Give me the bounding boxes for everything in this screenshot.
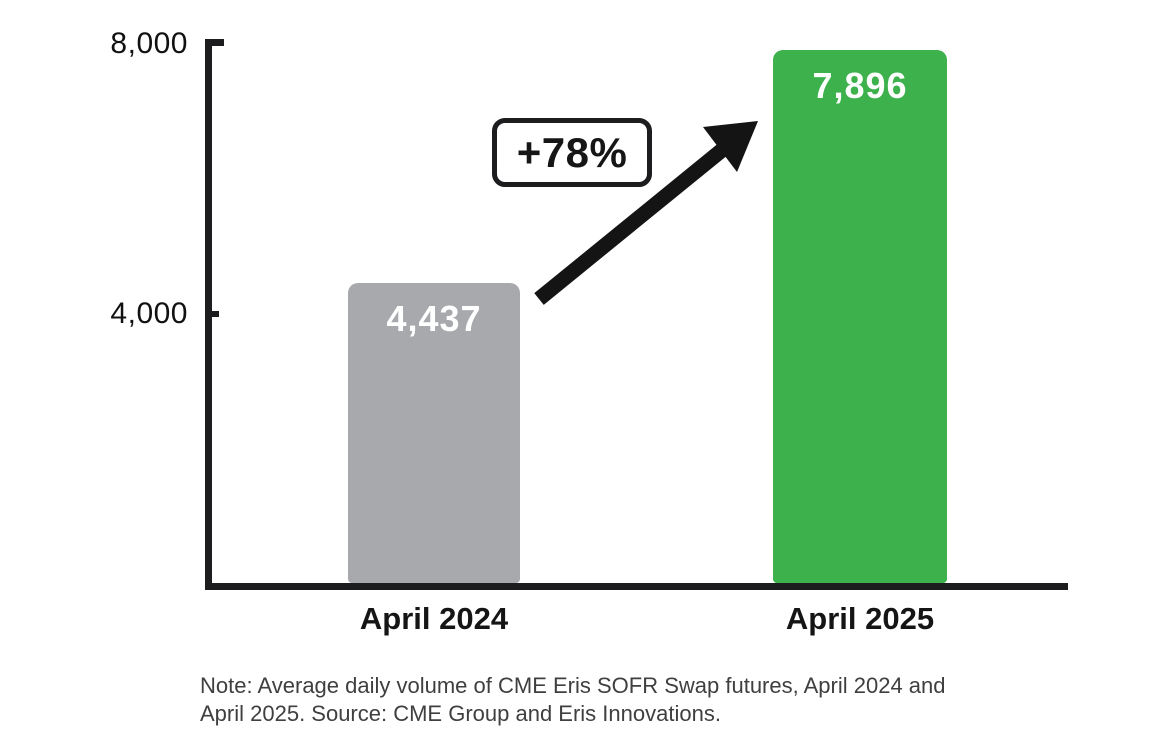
source-note-line-2: April 2025. Source: CME Group and Eris I… bbox=[200, 701, 721, 726]
bar-april-2024: 4,437 bbox=[348, 283, 520, 583]
growth-arrow-head bbox=[703, 121, 758, 172]
source-note-line-1: Note: Average daily volume of CME Eris S… bbox=[200, 673, 946, 698]
bar-april-2025: 7,896 bbox=[773, 50, 947, 583]
x-axis bbox=[205, 583, 1068, 590]
y-axis-tick-mark-8000 bbox=[205, 39, 224, 46]
y-axis-tick-label-8000: 8,000 bbox=[110, 27, 188, 60]
bar-value-label-april-2024: 4,437 bbox=[386, 298, 482, 339]
percent-change-badge: +78% bbox=[492, 118, 652, 187]
source-note: Note: Average daily volume of CME Eris S… bbox=[200, 672, 1060, 728]
y-axis-tick-mark-4000 bbox=[205, 311, 219, 317]
x-axis-label-april-2025: April 2025 bbox=[785, 601, 935, 636]
percent-change-label: +78% bbox=[516, 128, 628, 176]
y-axis-tick-label-4000: 4,000 bbox=[110, 297, 188, 330]
x-axis-label-april-2024: April 2024 bbox=[359, 601, 509, 636]
bar-value-label-april-2025: 7,896 bbox=[812, 65, 908, 106]
